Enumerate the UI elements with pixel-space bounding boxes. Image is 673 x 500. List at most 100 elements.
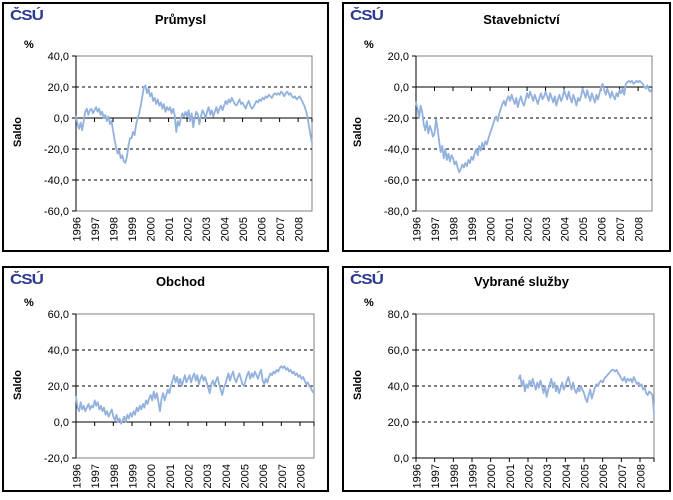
y-tick-label: 40,0	[388, 381, 409, 393]
chart-title: Vybrané služby	[474, 274, 569, 289]
y-axis-unit-label: %	[24, 297, 34, 309]
y-tick-label: 60,0	[48, 309, 69, 321]
y-tick-label: 0,0	[54, 113, 69, 125]
x-tick-label: 1999	[467, 217, 479, 241]
series-line	[517, 368, 655, 414]
x-tick-label: 1997	[430, 464, 442, 488]
x-tick-label: 2000	[486, 464, 498, 488]
x-tick-label: 2008	[296, 464, 308, 488]
y-axis-unit-label: %	[24, 39, 34, 51]
x-tick-label: 2007	[615, 217, 627, 241]
y-tick-label: 80,0	[388, 309, 409, 321]
y-tick-label: 40,0	[48, 51, 69, 63]
x-tick-label: 2001	[164, 217, 176, 241]
x-tick-label: 2003	[201, 217, 213, 241]
x-tick-label: 2000	[146, 464, 158, 488]
x-tick-label: 2004	[220, 217, 232, 241]
x-tick-label: 2005	[238, 217, 250, 241]
x-tick-label: 1997	[90, 217, 102, 241]
y-tick-label: -40,0	[384, 144, 409, 156]
x-tick-label: 2006	[597, 217, 609, 241]
x-tick-label: 1997	[430, 217, 442, 241]
y-axis-unit-label: %	[364, 297, 374, 309]
chart-title: Průmysl	[154, 12, 207, 27]
csu-logo: ČSÚ	[350, 7, 384, 24]
y-tick-label: 0,0	[54, 417, 69, 429]
x-tick-label: 2001	[505, 464, 517, 488]
x-tick-label: 2004	[221, 464, 233, 488]
series-line	[75, 84, 313, 164]
chart-panel-obchod: ČSÚ Obchod % Saldo 60,0 40,0 20,0 0,0 -20,0 1…	[2, 266, 329, 492]
y-tick-label: 0,0	[394, 82, 409, 94]
y-tick-label: 20,0	[48, 82, 69, 94]
x-tick-label: 2006	[598, 464, 610, 488]
x-tick-label: 1999	[128, 464, 140, 488]
y-tick-label: 60,0	[388, 345, 409, 357]
x-tick-label: 2000	[146, 217, 158, 241]
x-tick-label: 2004	[561, 464, 573, 488]
y-tick-label: 20,0	[388, 417, 409, 429]
x-tick-label: 1998	[449, 217, 461, 241]
plot-border	[75, 313, 315, 459]
chart-panel-prumysl: ČSÚ Průmysl % Saldo 40,0 20,0 0,0 -20,0 -40,…	[2, 2, 329, 252]
x-tick-label: 2007	[275, 217, 287, 241]
x-tick-label: 2000	[486, 217, 498, 241]
x-tick-label: 1997	[90, 464, 102, 488]
y-tick-label: -60,0	[384, 175, 409, 187]
x-tick-label: 1999	[127, 217, 139, 241]
x-tick-label: 1996	[412, 217, 424, 241]
x-tick-label: 2004	[560, 217, 572, 241]
csu-logo: ČSÚ	[10, 271, 44, 288]
x-tick-label: 2007	[277, 464, 289, 488]
x-tick-label: 2001	[504, 217, 516, 241]
x-tick-label: 2002	[523, 217, 535, 241]
chart-panel-vybrane-sluzby: ČSÚ Vybrané služby % Saldo 80,0 60,0 40,0 2…	[342, 266, 671, 492]
y-tick-label: -80,0	[384, 206, 409, 218]
y-tick-label: 20,0	[48, 381, 69, 393]
x-tick-label: 2003	[202, 464, 214, 488]
x-tick-label: 1996	[72, 217, 84, 241]
x-tick-label: 2001	[165, 464, 177, 488]
x-tick-label: 2005	[580, 464, 592, 488]
x-tick-label: 1996	[412, 464, 424, 488]
x-tick-label: 2006	[258, 464, 270, 488]
series-line	[415, 79, 653, 174]
y-tick-label: 20,0	[388, 51, 409, 63]
series-line	[75, 365, 315, 425]
x-tick-label: 1996	[72, 464, 84, 488]
x-tick-label: 2003	[542, 464, 554, 488]
x-tick-label: 2002	[183, 217, 195, 241]
x-tick-label: 2006	[257, 217, 269, 241]
x-tick-label: 1998	[449, 464, 461, 488]
x-tick-label: 2002	[524, 464, 536, 488]
x-tick-label: 2008	[634, 217, 646, 241]
y-axis-unit-label: %	[364, 39, 374, 51]
y-tick-label: -20,0	[44, 453, 69, 465]
x-tick-label: 1998	[109, 464, 121, 488]
y-tick-label: -40,0	[44, 175, 69, 187]
y-tick-label: -20,0	[384, 113, 409, 125]
x-tick-label: 2008	[636, 464, 648, 488]
plot-border	[415, 55, 653, 212]
chart-title: Obchod	[155, 274, 206, 289]
x-tick-label: 2002	[184, 464, 196, 488]
x-tick-label: 2003	[541, 217, 553, 241]
csu-logo: ČSÚ	[10, 7, 44, 24]
y-tick-label: 0,0	[394, 453, 409, 465]
y-tick-label: -20,0	[44, 144, 69, 156]
x-tick-label: 2005	[240, 464, 252, 488]
y-tick-label: 40,0	[48, 345, 69, 357]
y-tick-label: -60,0	[44, 206, 69, 218]
chart-title: Stavebnictví	[483, 12, 560, 27]
chart-panel-stavebnictvi: ČSÚ Stavebnictví % Saldo 20,0 0,0 -20,0 -40…	[342, 2, 671, 252]
x-tick-label: 2005	[578, 217, 590, 241]
x-tick-label: 2007	[617, 464, 629, 488]
csu-logo: ČSÚ	[350, 271, 384, 288]
x-tick-label: 1998	[109, 217, 121, 241]
plot-border	[75, 55, 313, 212]
